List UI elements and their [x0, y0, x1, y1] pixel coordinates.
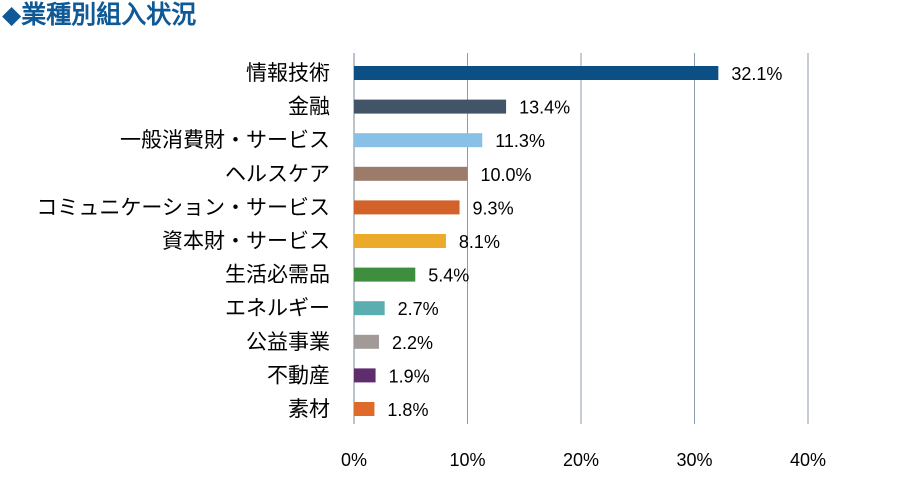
- bars: [354, 66, 719, 416]
- category-label-2: 一般消費財・サービス: [120, 128, 330, 152]
- category-label-5: 資本財・サービス: [162, 229, 330, 253]
- value-label-0: 32.1%: [731, 64, 782, 84]
- bar-4: [354, 200, 460, 215]
- category-label-1: 金融: [288, 95, 330, 119]
- x-tick-label-40: 40%: [790, 450, 826, 470]
- category-label-6: 生活必需品: [225, 263, 330, 287]
- value-label-3: 10.0%: [481, 165, 532, 185]
- bar-8: [354, 334, 379, 349]
- chart-title: ◆業種別組入状況: [2, 0, 197, 29]
- category-label-3: ヘルスケア: [225, 162, 330, 186]
- bar-0: [354, 66, 719, 80]
- value-label-6: 5.4%: [428, 266, 469, 286]
- category-label-7: エネルギー: [225, 296, 330, 320]
- bar-2: [354, 133, 483, 148]
- value-label-8: 2.2%: [392, 333, 433, 353]
- bar-5: [354, 234, 446, 248]
- bar-7: [354, 301, 385, 316]
- x-axis-ticks: 0% 10% 20% 30% 40%: [341, 450, 826, 470]
- value-label-1: 13.4%: [519, 98, 570, 118]
- category-label-8: 公益事業: [246, 330, 330, 354]
- category-label-4: コミュニケーション・サービス: [36, 195, 330, 219]
- x-tick-label-30: 30%: [676, 450, 712, 470]
- bar-3: [354, 166, 468, 181]
- value-label-7: 2.7%: [398, 299, 439, 319]
- x-tick-label-0: 0%: [341, 450, 367, 470]
- value-label-10: 1.8%: [387, 400, 428, 420]
- category-label-9: 不動産: [267, 363, 330, 387]
- value-label-5: 8.1%: [459, 232, 500, 252]
- value-labels: 32.1% 13.4% 11.3% 10.0% 9.3% 8.1% 5.4% 2.7% 2.2%…: [387, 64, 782, 420]
- value-label-4: 9.3%: [473, 198, 514, 218]
- x-tick-label-10: 10%: [449, 450, 485, 470]
- value-label-9: 1.9%: [389, 366, 430, 386]
- value-label-2: 11.3%: [495, 131, 545, 151]
- bar-9: [354, 368, 376, 383]
- bar-6: [354, 267, 416, 282]
- category-label-10: 素材: [288, 397, 330, 421]
- gridlines: [353, 53, 809, 424]
- category-label-0: 情報技術: [246, 61, 330, 85]
- bar-1: [354, 99, 507, 114]
- bar-10: [354, 402, 375, 416]
- x-tick-label-20: 20%: [563, 450, 599, 470]
- category-labels: 情報技術金融一般消費財・サービスヘルスケアコミュニケーション・サービス資本財・サ…: [36, 61, 330, 421]
